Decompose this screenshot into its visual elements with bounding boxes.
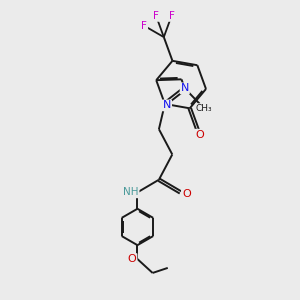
Text: O: O [182,189,191,199]
Text: N: N [181,83,189,93]
Text: F: F [169,11,175,21]
Text: F: F [141,21,147,31]
Text: O: O [195,130,204,140]
Text: CH₃: CH₃ [196,104,212,113]
Text: F: F [153,11,159,21]
Text: NH: NH [123,188,139,197]
Text: N: N [163,100,171,110]
Text: O: O [128,254,136,264]
